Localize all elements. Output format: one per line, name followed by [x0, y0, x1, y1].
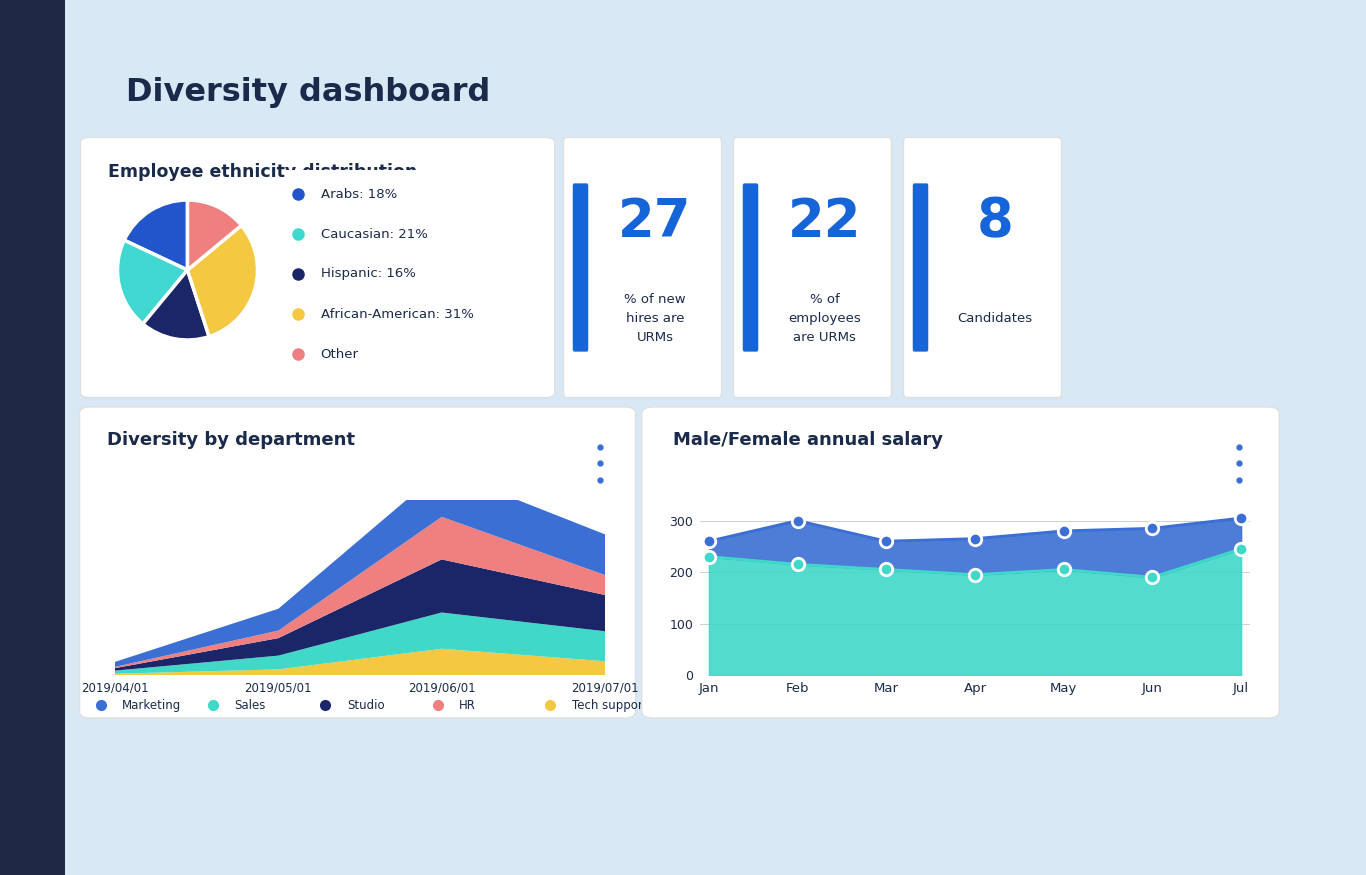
Text: 22: 22 [788, 196, 862, 248]
FancyBboxPatch shape [572, 184, 589, 352]
FancyBboxPatch shape [903, 137, 1061, 397]
Text: African-American: 31%: African-American: 31% [321, 307, 474, 320]
Text: Diversity by department: Diversity by department [107, 431, 355, 450]
Text: Sales: Sales [235, 698, 266, 711]
Text: Caucasian: 21%: Caucasian: 21% [321, 228, 428, 241]
Wedge shape [187, 200, 242, 270]
Wedge shape [124, 200, 187, 270]
Text: Candidates: Candidates [958, 312, 1033, 325]
FancyBboxPatch shape [642, 407, 1279, 718]
Text: % of new
hires are
URMs: % of new hires are URMs [624, 293, 686, 344]
Text: Marketing: Marketing [122, 698, 182, 711]
Text: Hispanic: 16%: Hispanic: 16% [321, 268, 415, 281]
Text: HR: HR [459, 698, 475, 711]
Text: % of
employees
are URMs: % of employees are URMs [788, 293, 862, 344]
Text: Arabs: 18%: Arabs: 18% [321, 187, 398, 200]
Text: Male/Female annual salary: Male/Female annual salary [673, 431, 943, 450]
Text: Employee ethnicity distribution: Employee ethnicity distribution [108, 163, 418, 181]
Text: Tech support: Tech support [571, 698, 647, 711]
Text: Diversity dashboard: Diversity dashboard [127, 77, 490, 108]
Text: 27: 27 [619, 196, 691, 248]
Wedge shape [187, 226, 258, 337]
Text: Studio: Studio [347, 698, 384, 711]
Wedge shape [117, 241, 187, 324]
FancyBboxPatch shape [81, 137, 555, 397]
Text: 8: 8 [977, 196, 1014, 248]
FancyBboxPatch shape [734, 137, 892, 397]
FancyBboxPatch shape [563, 137, 721, 397]
FancyBboxPatch shape [79, 407, 635, 718]
FancyBboxPatch shape [912, 184, 929, 352]
FancyBboxPatch shape [743, 184, 758, 352]
Text: Other: Other [321, 347, 359, 360]
Wedge shape [143, 270, 209, 340]
